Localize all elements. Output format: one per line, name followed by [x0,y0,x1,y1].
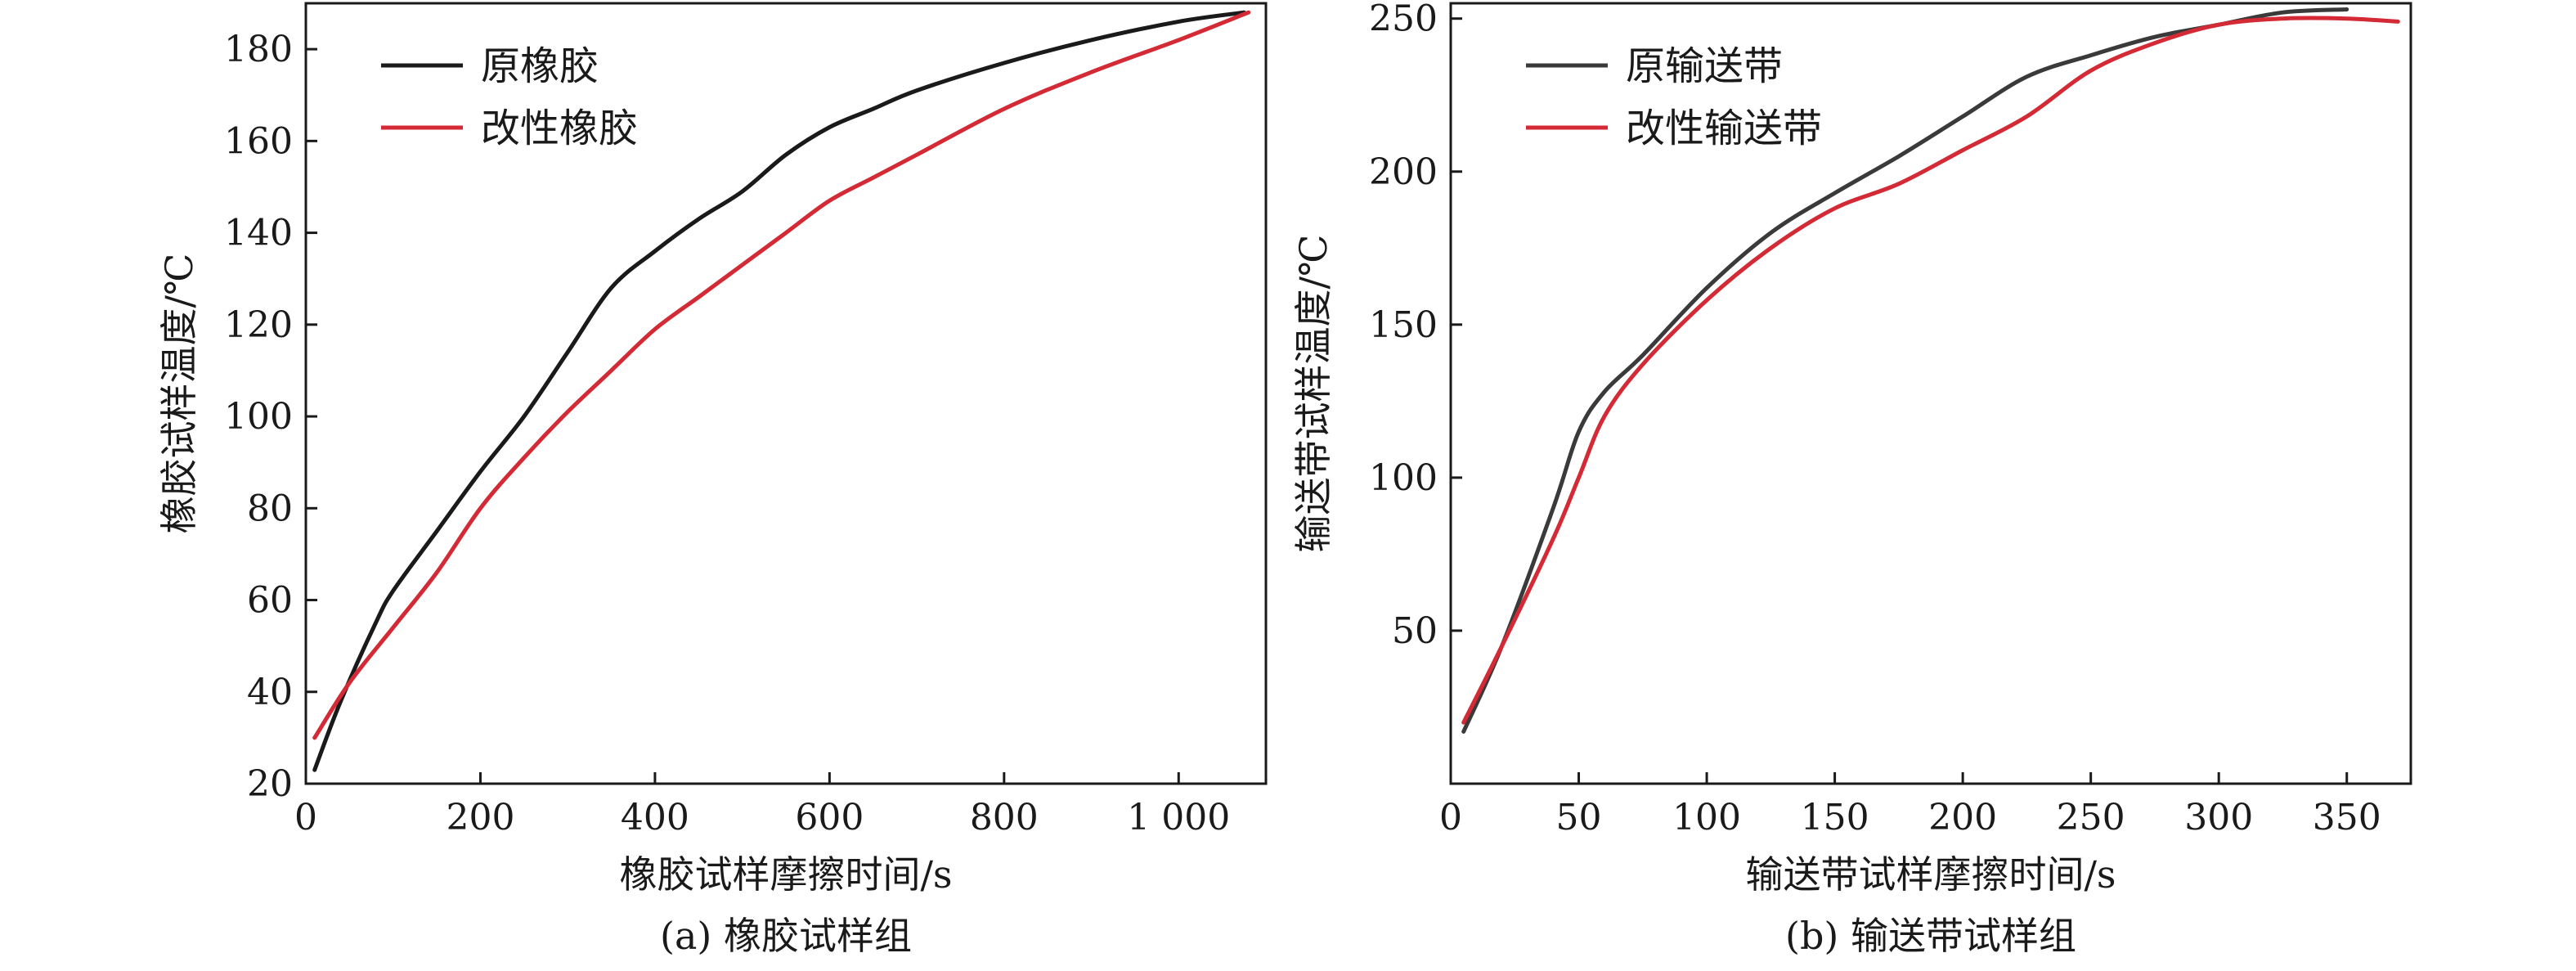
x-tick-label: 600 [795,797,864,838]
series-line-2 [312,10,1251,740]
y-tick-label: 150 [1369,304,1438,346]
x-tick-label: 350 [2313,797,2381,838]
x-tick-label: 250 [2057,797,2125,838]
series-line-1 [1461,7,2349,734]
y-tick-label: 180 [224,29,293,70]
y-axis-title: 输送带试样温度/℃ [1291,235,1335,553]
plot-frame [304,2,1268,785]
x-tick-label: 800 [970,797,1039,838]
y-tick-label: 20 [247,763,293,805]
y-tick-label: 80 [247,488,293,529]
series-line-2 [1461,16,2400,725]
y-tick-label: 100 [1369,457,1438,499]
x-axis-title: 输送带试样摩擦时间/s [1745,852,2116,897]
y-tick-label: 100 [224,396,293,438]
legend-label: 改性橡胶 [481,106,638,151]
x-axis-title: 橡胶试样摩擦时间/s [619,852,952,897]
x-tick-label: 0 [294,797,317,838]
y-tick-label: 250 [1369,0,1438,40]
y-tick-label: 40 [247,672,293,713]
chart-panel-b: 0 50 100 150 200 250 300 350 50 100 150 200 250 输送带试样… [1291,0,2412,958]
x-tick-label: 150 [1801,797,1869,838]
legend-label: 原输送带 [1626,43,1783,89]
x-tick-label: 400 [621,797,689,838]
legend-label: 改性输送带 [1626,106,1822,151]
y-tick-label: 50 [1392,610,1438,652]
panel-caption: (b) 输送带试样组 [1785,914,2076,958]
plot-frame [1449,2,2412,785]
x-tick-label: 300 [2184,797,2253,838]
x-tick-label: 0 [1439,797,1462,838]
y-tick-label: 60 [247,580,293,622]
x-tick-label: 200 [446,797,514,838]
series-line-1 [312,10,1246,772]
legend-label: 原橡胶 [481,43,599,89]
x-tick-label: 100 [1672,797,1741,838]
x-tick-label: 50 [1556,797,1602,838]
y-tick-label: 160 [224,120,293,162]
y-tick-label: 120 [224,304,293,346]
x-tick-label: 1 000 [1127,797,1230,838]
x-tick-label: 200 [1928,797,1997,838]
y-axis-title: 橡胶试样温度/℃ [157,254,201,534]
y-tick-label: 200 [1369,151,1438,193]
y-tick-label: 140 [224,213,293,254]
panel-caption: (a) 橡胶试样组 [660,914,912,958]
chart-panel-a: 0 200 400 600 800 1 000 20 40 60 80 100 120 140 160 18… [157,2,1268,958]
